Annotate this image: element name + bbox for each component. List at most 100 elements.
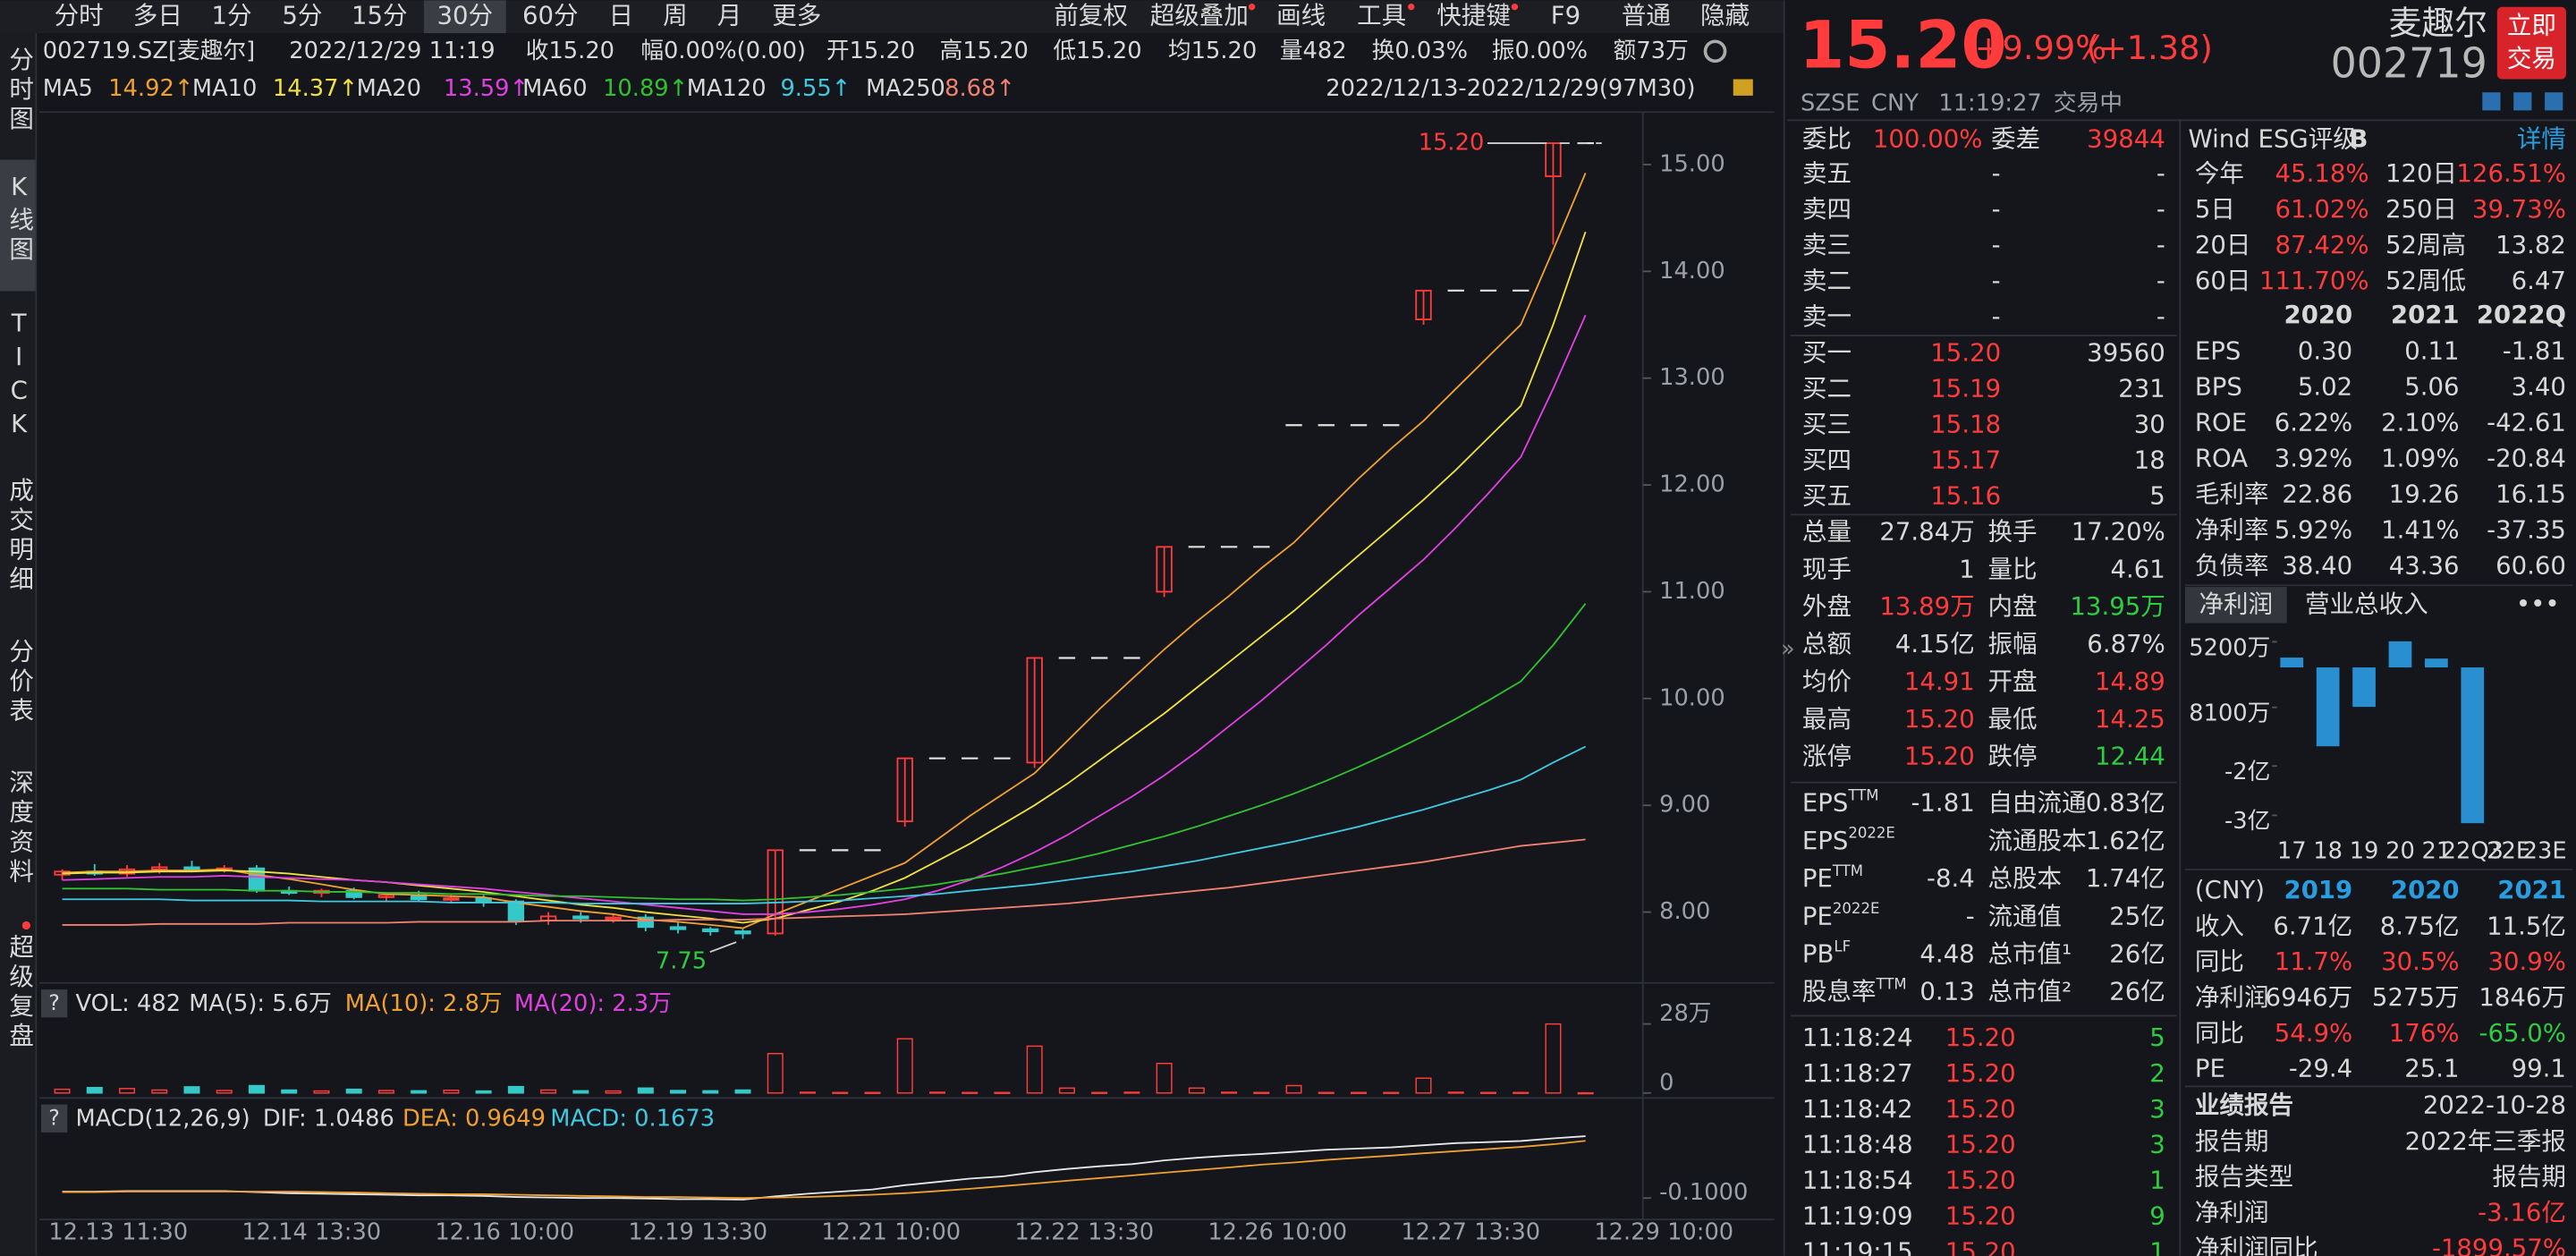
trade-button[interactable]	[2496, 6, 2566, 80]
ma-line	[62, 603, 1587, 902]
y-tick-label: -0.1000	[1659, 1179, 1748, 1206]
period-tab[interactable]: 月	[717, 2, 742, 30]
macd-dif: DIF: 1.0486	[263, 1106, 394, 1133]
return-label: 5日	[2195, 195, 2235, 224]
period-tab[interactable]: 15分	[352, 2, 408, 30]
y-tick-label: 9.00	[1659, 792, 1710, 819]
vol-ma: MA(5): 5.6万	[189, 990, 332, 1017]
volume-bar	[767, 1052, 784, 1094]
fund-label-sup: 2022E	[1833, 900, 1879, 917]
tool-button[interactable]: F9	[1551, 2, 1580, 30]
cell: -20.84	[2487, 445, 2566, 473]
active-side-tab	[0, 159, 37, 292]
help-box[interactable]	[40, 1104, 68, 1133]
lock-icon[interactable]	[1733, 79, 1753, 96]
bid-price: 15.18	[1930, 410, 2001, 438]
cell: 0.11	[2404, 336, 2459, 365]
period-tab[interactable]: 1分	[211, 2, 251, 30]
candle-body	[443, 897, 460, 901]
period-tab[interactable]: 30分	[436, 2, 493, 30]
y-tick-label: -2亿	[2224, 759, 2270, 785]
tool-button[interactable]: 隐藏	[1700, 2, 1750, 30]
side-tab[interactable]: 成交明细	[4, 477, 34, 595]
trade-volume: 9	[2149, 1201, 2165, 1230]
icon[interactable]	[2482, 92, 2501, 111]
return-label: 52周低	[2385, 267, 2466, 295]
candle-body	[669, 926, 687, 930]
x-tick-label: 12.16 10:00	[435, 1218, 574, 1245]
cell: 6.71亿	[2273, 912, 2352, 940]
fund-value: 1.74亿	[2086, 864, 2165, 893]
cell: 25.1	[2404, 1055, 2459, 1083]
bid-price: 15.19	[1930, 374, 2001, 403]
fund-value: 0.83亿	[2086, 789, 2165, 818]
trade-volume: 3	[2149, 1095, 2165, 1124]
period-tab[interactable]: 更多	[772, 2, 821, 30]
volume-bar	[702, 1090, 719, 1094]
bar	[2316, 667, 2340, 747]
icon[interactable]	[2545, 92, 2563, 111]
ask-label: 卖五	[1802, 159, 1852, 188]
volume-bar	[183, 1086, 200, 1094]
side-tab[interactable]: 分价表	[4, 638, 34, 726]
icon[interactable]	[2513, 92, 2532, 111]
info-item: 002719.SZ[麦趣尔]	[43, 38, 255, 64]
cell: 16.15	[2496, 480, 2566, 509]
trade-volume: 1	[2149, 1167, 2165, 1195]
cell: 3.40	[2512, 372, 2566, 401]
row-label: ROE	[2195, 409, 2247, 437]
details-link[interactable]: 详情	[2517, 124, 2566, 153]
tool-button[interactable]: 前复权	[1054, 2, 1128, 30]
candle-body	[151, 866, 168, 870]
more-button[interactable]: •••	[2516, 590, 2560, 618]
ma-line	[62, 173, 1587, 929]
tool-button[interactable]: 快捷键	[1436, 2, 1511, 30]
period-tab[interactable]: 周	[663, 2, 688, 30]
collapse-icon[interactable]: »	[1781, 635, 1795, 662]
tool-button[interactable]: 画线	[1276, 2, 1326, 30]
legend-value: 10.89↑	[603, 75, 688, 102]
cell: 5.92%	[2275, 516, 2353, 545]
period-tab[interactable]: 多日	[133, 2, 182, 30]
y-tick-label: 11.00	[1659, 578, 1725, 605]
chart-tab[interactable]: 净利润	[2199, 590, 2273, 618]
period-tab[interactable]: 日	[609, 2, 634, 30]
y-tick-label: 8100万	[2189, 700, 2270, 727]
info-item: 2022/12/29 11:19	[289, 38, 495, 64]
tool-button[interactable]: 超级叠加	[1150, 2, 1249, 30]
period-tab[interactable]: 分时	[55, 2, 104, 30]
x-tick-label: 19	[2350, 837, 2379, 864]
side-tab[interactable]: 分时图	[4, 47, 33, 135]
tool-button[interactable]: 普通	[1622, 2, 1671, 30]
volume-bar	[1513, 1091, 1530, 1094]
fund-label-main: 股息率	[1802, 978, 1877, 1006]
stat-label: 外盘	[1802, 592, 1852, 621]
info-item: 额73万	[1614, 38, 1689, 64]
label: 委比	[1802, 124, 1852, 153]
side-tab[interactable]: TICK	[4, 310, 33, 444]
settings-icon[interactable]	[1703, 39, 1727, 64]
cell: -1.81	[2503, 336, 2566, 365]
cell: 2.10%	[2381, 409, 2460, 437]
tool-button[interactable]: 工具	[1357, 2, 1406, 30]
dif-line	[62, 1135, 1586, 1201]
bid-volume: 39560	[2087, 338, 2165, 367]
side-tab[interactable]: 超级复盘	[4, 934, 34, 1052]
bid-label: 买一	[1802, 338, 1852, 367]
quote-time: 11:19:27	[1938, 90, 2041, 117]
row-label: 净利润	[2195, 983, 2269, 1012]
x-tick-label: 12.29 10:00	[1594, 1218, 1733, 1245]
fund-label: 流通值	[1987, 902, 2062, 930]
chart-tab[interactable]: 营业总收入	[2305, 590, 2428, 618]
period-tab[interactable]: 60分	[522, 2, 579, 30]
help-box[interactable]	[40, 989, 68, 1018]
fund-label: EPSTTM	[1802, 786, 1879, 818]
side-tab[interactable]: K线图	[4, 173, 33, 266]
vol-ma: MA(20): 2.3万	[514, 990, 672, 1017]
trade-price: 15.20	[1945, 1023, 2016, 1052]
low-arrow	[709, 941, 737, 953]
side-tab[interactable]: 深度资料	[4, 769, 34, 887]
trade-volume: 3	[2149, 1131, 2165, 1159]
return-label: 60日	[2195, 267, 2251, 295]
period-tab[interactable]: 5分	[282, 2, 322, 30]
